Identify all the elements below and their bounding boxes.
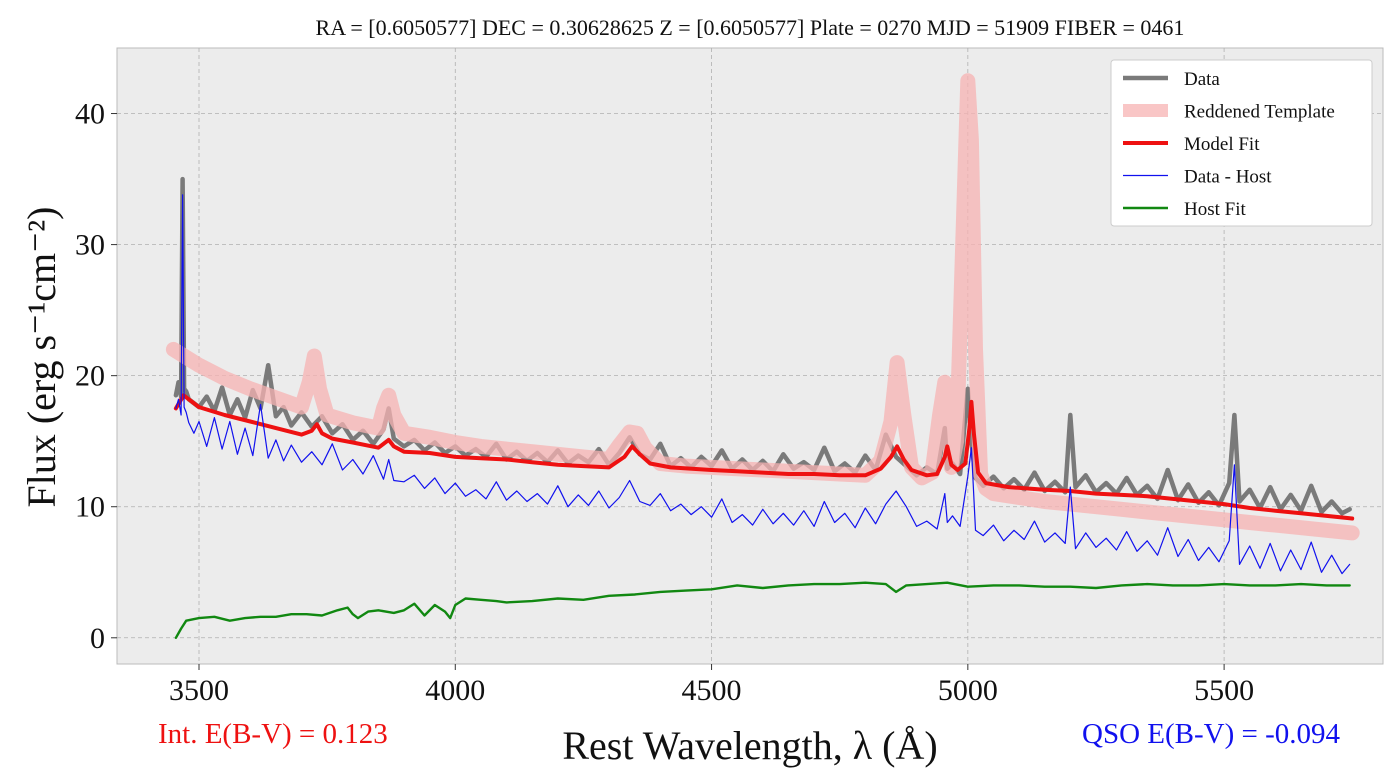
legend-label-host-fit: Host Fit (1184, 199, 1246, 220)
series-line-data-host (175, 194, 1351, 575)
grid-lines (117, 48, 1383, 664)
series-line-data (173, 176, 1352, 516)
x-tick-label: 4500 (682, 674, 742, 707)
x-axis-label: Rest Wavelength, λ (Å) (562, 723, 937, 768)
y-tick-label: 30 (75, 229, 105, 262)
y-tick-label: 20 (75, 360, 105, 393)
series-line-host-fit (174, 581, 1351, 639)
x-tick-label: 3500 (169, 674, 229, 707)
y-tick-label: 10 (75, 491, 105, 524)
y-axis-label: Flux (erg s⁻¹cm⁻²) (19, 207, 64, 508)
qso-ebv-annotation: QSO E(B-V) = -0.094 (1082, 718, 1340, 750)
legend-label-data-host: Data - Host (1184, 167, 1272, 188)
legend-entries: Data Reddened Template Model Fit Data - Hos… (1123, 69, 1335, 220)
x-tick-label: 5500 (1194, 674, 1254, 707)
x-tick-label: 4000 (425, 674, 485, 707)
legend-label-data: Data (1184, 69, 1220, 90)
y-tick-label: 40 (75, 98, 105, 131)
series-lines (165, 73, 1360, 639)
chart-title: RA = [0.6050577] DEC = 0.30628625 Z = [0… (316, 15, 1185, 40)
y-tick-label: 0 (90, 622, 105, 655)
axis-ticks: 3500 4000 4500 5000 5500 0 10 20 30 40 (75, 98, 1254, 707)
legend-label-reddened-template: Reddened Template (1184, 102, 1335, 123)
x-tick-label: 5000 (938, 674, 998, 707)
legend-box (1110, 59, 1373, 227)
int-ebv-annotation: Int. E(B-V) = 0.123 (158, 718, 388, 750)
legend-label-model-fit: Model Fit (1184, 134, 1260, 155)
legend: Data Reddened Template Model Fit Data - Hos… (1110, 59, 1373, 227)
